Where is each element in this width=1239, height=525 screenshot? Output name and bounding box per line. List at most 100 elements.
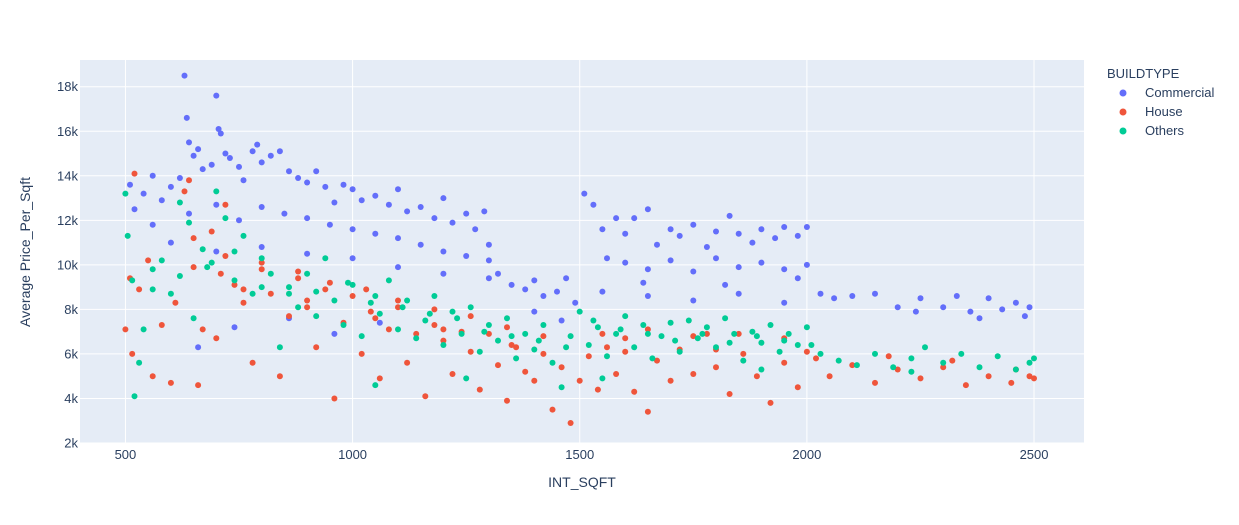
data-point-commercial	[644, 266, 651, 273]
data-point-others	[286, 290, 292, 297]
data-point-commercial	[463, 210, 470, 217]
data-point-commercial	[186, 210, 192, 217]
data-point-others	[685, 317, 692, 324]
data-point-house	[740, 350, 747, 357]
data-point-house	[594, 386, 601, 393]
data-point-others	[122, 190, 129, 197]
data-point-house	[940, 364, 947, 371]
data-point-others	[258, 284, 265, 291]
data-point-others	[199, 246, 206, 253]
data-point-commercial	[781, 266, 788, 273]
data-point-house	[431, 306, 438, 313]
x-tick-label: 2500	[1020, 447, 1049, 462]
data-point-others	[208, 259, 215, 266]
y-tick-label: 6k	[64, 346, 78, 361]
data-point-house	[803, 348, 810, 355]
data-point-house	[513, 344, 520, 351]
data-point-others	[481, 328, 488, 335]
data-point-others	[767, 322, 774, 328]
data-point-house	[558, 364, 565, 371]
data-point-others	[699, 330, 706, 337]
data-point-others	[726, 339, 733, 346]
data-point-house	[440, 337, 447, 344]
data-point-commercial	[372, 230, 379, 237]
data-point-commercial	[286, 168, 292, 175]
data-point-commercial	[176, 175, 183, 181]
data-point-others	[604, 353, 610, 360]
tick-labels: 500 1000 1500 2000 2500 2k 4k 6k 8k 10k 12k 14k 16k 1…	[57, 79, 1048, 462]
data-point-others	[231, 248, 238, 255]
data-point-house	[522, 368, 529, 375]
data-point-house	[467, 313, 474, 320]
data-point-commercial	[894, 304, 901, 311]
data-point-commercial	[644, 206, 651, 213]
legend: BUILDTYPE Commercial House Others	[1107, 66, 1214, 138]
data-point-house	[222, 201, 229, 208]
data-point-commercial	[495, 270, 501, 277]
data-point-commercial	[726, 212, 733, 219]
x-axis-title: INT_SQFT	[548, 474, 616, 490]
legend-item-house[interactable]: House	[1119, 104, 1183, 119]
y-tick-label: 18k	[57, 79, 78, 94]
legend-item-commercial[interactable]: Commercial	[1119, 85, 1215, 100]
data-point-others	[467, 304, 474, 311]
data-point-commercial	[222, 150, 229, 157]
data-point-others	[372, 382, 379, 389]
data-point-house	[885, 353, 892, 360]
data-point-commercial	[131, 206, 138, 213]
data-point-commercial	[849, 293, 856, 299]
data-point-others	[440, 342, 447, 348]
data-point-others	[267, 270, 274, 277]
data-point-others	[713, 344, 719, 351]
data-point-house	[690, 371, 697, 377]
data-point-commercial	[304, 250, 311, 257]
data-point-house	[467, 348, 474, 355]
data-point-house	[599, 330, 606, 337]
data-point-commercial	[631, 215, 638, 222]
legend-item-others[interactable]: Others	[1119, 123, 1185, 138]
data-point-house	[440, 326, 447, 333]
data-point-commercial	[127, 181, 133, 188]
data-point-house	[286, 313, 292, 320]
data-point-others	[803, 324, 810, 331]
data-point-house	[949, 357, 956, 364]
data-point-others	[549, 359, 556, 366]
data-point-others	[676, 348, 683, 355]
data-point-house	[258, 259, 265, 266]
data-point-house	[404, 359, 411, 366]
data-point-others	[749, 328, 756, 335]
data-point-others	[376, 310, 383, 317]
data-point-house	[258, 266, 265, 273]
data-point-commercial	[276, 148, 283, 155]
data-point-house	[190, 235, 197, 242]
data-point-house	[504, 397, 510, 404]
data-point-others	[176, 199, 183, 206]
data-point-commercial	[953, 293, 960, 299]
data-point-commercial	[531, 308, 538, 315]
data-point-commercial	[676, 232, 683, 239]
data-point-house	[136, 286, 143, 293]
data-point-commercial	[622, 230, 629, 237]
data-point-others	[340, 322, 347, 328]
data-point-commercial	[249, 148, 256, 155]
data-point-house	[131, 170, 138, 177]
data-point-house	[654, 357, 660, 364]
data-point-commercial	[640, 279, 647, 286]
data-point-commercial	[590, 201, 597, 208]
data-point-commercial	[404, 208, 411, 215]
y-tick-label: 12k	[57, 213, 78, 228]
data-point-commercial	[508, 281, 515, 288]
data-point-house	[1026, 373, 1033, 380]
data-point-house	[208, 228, 215, 235]
data-point-house	[613, 371, 620, 377]
data-point-house	[129, 350, 136, 357]
data-point-others	[186, 219, 192, 226]
data-point-commercial	[940, 304, 947, 311]
data-point-others	[249, 290, 256, 297]
data-point-others	[295, 304, 302, 311]
data-point-house	[326, 279, 333, 286]
data-point-others	[476, 348, 483, 355]
data-point-others	[776, 348, 783, 355]
data-point-commercial	[667, 226, 674, 233]
